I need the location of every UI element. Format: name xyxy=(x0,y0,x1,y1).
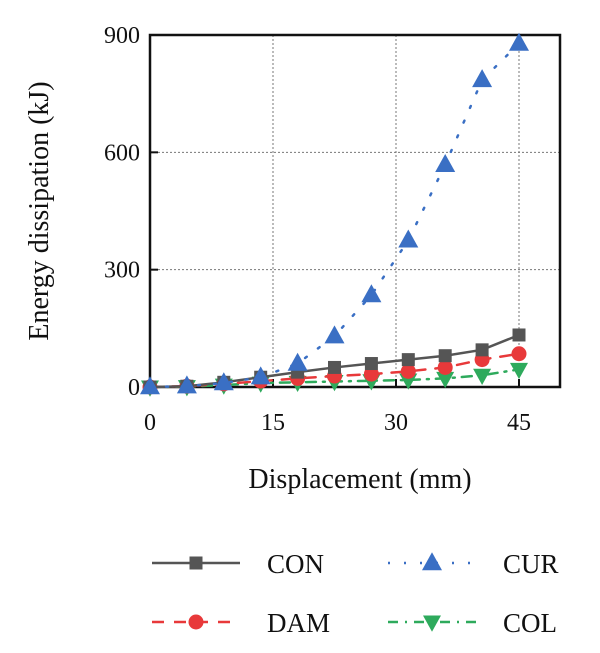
data-point-cur xyxy=(509,32,529,51)
y-axis-label: Energy dissipation (kJ) xyxy=(24,81,55,340)
x-axis-label: Displacement (mm) xyxy=(248,464,471,495)
legend-item-cur: CUR xyxy=(388,549,559,579)
x-tick-label: 30 xyxy=(384,410,408,436)
data-point-con xyxy=(364,357,378,371)
data-point-cur xyxy=(324,325,345,344)
data-point-col xyxy=(510,362,528,380)
data-point-col xyxy=(473,368,492,385)
y-tick-label: 600 xyxy=(104,140,140,166)
legend-label-cur: CUR xyxy=(503,549,559,579)
series-cur xyxy=(140,32,529,395)
series-line-cur xyxy=(148,42,521,389)
plot-frame xyxy=(148,33,562,389)
x-tick-label: 15 xyxy=(261,410,285,436)
data-point-col xyxy=(436,371,455,389)
legend-marker-dam xyxy=(188,614,204,630)
legend-marker-con xyxy=(189,556,203,570)
legend-label-col: COL xyxy=(503,608,557,638)
data-point-cur xyxy=(398,229,419,248)
legend-label-dam: DAM xyxy=(267,608,330,638)
grid-lines xyxy=(150,35,560,387)
data-point-cur xyxy=(176,375,197,394)
data-point-col xyxy=(399,373,418,390)
data-point-dam xyxy=(511,346,527,362)
data-point-cur xyxy=(250,366,271,385)
y-tick-label: 900 xyxy=(104,23,140,49)
y-tick-label: 0 xyxy=(128,375,140,401)
axis-ticks: 0 300 600 900 0 15 30 45 xyxy=(104,23,531,436)
legend-marker-col xyxy=(423,615,441,632)
legend: CON CUR DAM COL xyxy=(152,549,559,638)
data-point-cur xyxy=(213,372,234,391)
data-point-dam xyxy=(363,366,379,382)
legend-label-con: CON xyxy=(267,549,324,579)
legend-item-con: CON xyxy=(152,549,324,579)
legend-item-col: COL xyxy=(388,608,557,638)
data-point-dam xyxy=(400,363,416,379)
y-tick-label: 300 xyxy=(104,258,140,284)
x-tick-label: 45 xyxy=(507,410,531,436)
data-point-cur xyxy=(287,352,308,371)
data-point-con xyxy=(401,353,415,367)
legend-item-dam: DAM xyxy=(152,608,330,638)
data-point-cur xyxy=(140,376,160,395)
data-point-con xyxy=(438,349,452,363)
series-layer xyxy=(140,32,529,397)
data-point-con xyxy=(475,343,489,357)
data-point-cur xyxy=(472,69,493,88)
x-tick-label: 0 xyxy=(144,410,156,436)
data-point-con xyxy=(328,360,341,374)
data-point-cur xyxy=(435,154,456,173)
data-point-dam xyxy=(437,359,453,375)
data-point-con xyxy=(512,328,526,342)
legend-marker-cur xyxy=(422,552,442,571)
data-point-cur xyxy=(361,284,382,303)
